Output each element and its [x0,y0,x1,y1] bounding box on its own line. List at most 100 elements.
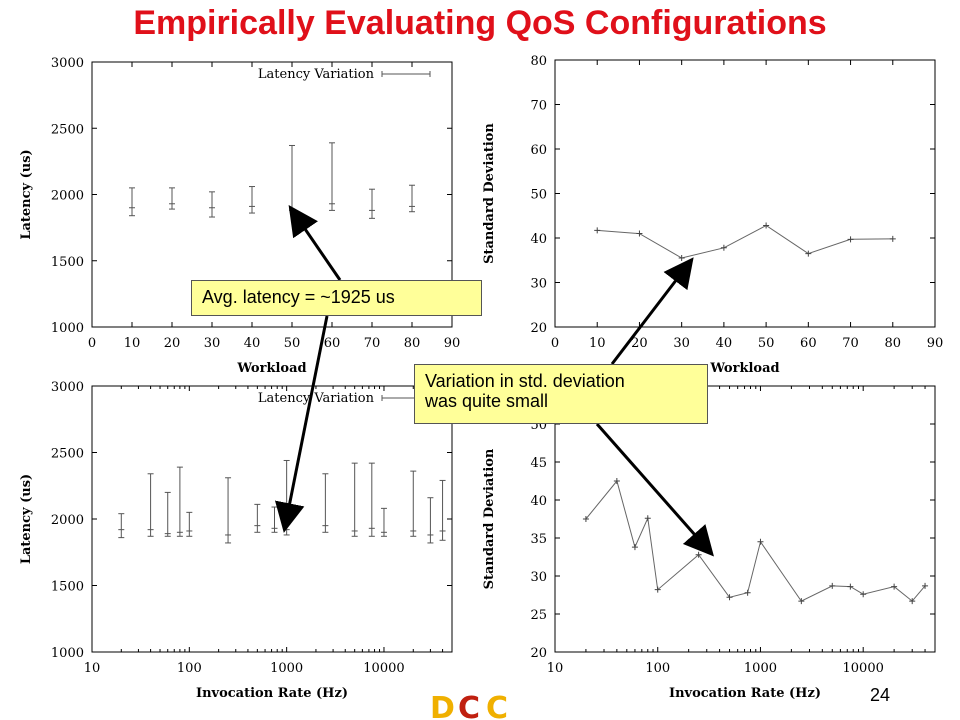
x-tick-label: 70 [364,336,381,351]
y-tick-label: 25 [530,608,547,623]
svg-text:C: C [458,691,480,720]
x-tick-label: 10000 [363,661,404,676]
y-axis-label: Latency (us) [19,149,34,239]
y-tick-label: 1500 [51,580,84,595]
x-tick-label: 100 [645,661,670,676]
x-tick-label: 90 [444,336,461,351]
stddev-callout-line-2: was quite small [425,391,549,411]
x-tick-label: 1000 [270,661,303,676]
callout-arrow [288,205,342,281]
data-point [720,244,727,251]
x-tick-label: 1000 [744,661,777,676]
x-tick-label: 80 [404,336,421,351]
y-tick-label: 50 [530,188,547,203]
x-tick-label: 10 [547,661,564,676]
data-point [744,589,751,596]
x-tick-label: 40 [716,336,733,351]
data-point [654,586,661,593]
x-axis-label: Invocation Rate (Hz) [669,686,821,701]
y-tick-label: 20 [530,321,547,336]
x-tick-label: 10 [589,336,606,351]
x-tick-label: 10 [84,661,101,676]
y-tick-label: 45 [530,456,547,471]
series-line [597,224,893,259]
data-point [757,538,764,545]
y-tick-label: 1000 [51,321,84,336]
avg-latency-callout: Avg. latency = ~1925 us [191,280,482,316]
x-tick-label: 10000 [843,661,884,676]
data-point [798,598,805,605]
y-tick-label: 70 [530,99,547,114]
y-tick-label: 80 [530,54,547,69]
data-point [860,591,867,598]
y-tick-label: 60 [530,143,547,158]
data-point [636,230,643,237]
legend-label: Latency Variation [258,391,375,406]
x-tick-label: 40 [244,336,261,351]
data-point [889,235,896,242]
x-tick-label: 50 [758,336,775,351]
data-point [805,250,812,257]
callout-arrow [610,257,694,365]
callout-arrows [274,205,714,557]
y-tick-label: 3000 [51,380,84,395]
y-tick-label: 30 [530,277,547,292]
chart-1: 1000 1500 2000 2500 3000 0 10 20 30 40 50 60 70 80 90 W… [19,56,460,376]
avg-latency-callout-text: Avg. latency = ~1925 us [202,287,395,307]
legend-label: Latency Variation [258,67,375,82]
data-point [922,582,929,589]
chart-2: 20 30 40 50 60 70 80 0 10 20 30 40 50 60 70 80 90 Workloa… [482,54,943,376]
data-point [891,583,898,590]
y-tick-label: 40 [530,232,547,247]
callout-arrow [595,423,714,557]
y-tick-label: 1000 [51,646,84,661]
plot-frame [554,385,936,653]
svg-text:C: C [486,691,508,720]
stddev-variation-callout: Variation in std. deviation was quite sm… [414,364,708,424]
y-tick-label: 1500 [51,255,84,270]
y-tick-label: 40 [530,494,547,509]
y-tick-label: 2500 [51,447,84,462]
data-point [847,236,854,243]
svg-text:D: D [430,691,455,720]
doc-logo: D C C [430,691,508,720]
y-tick-label: 35 [530,532,547,547]
x-tick-label: 70 [842,336,859,351]
x-axis-label: Invocation Rate (Hz) [196,686,348,701]
callout-arrow [274,315,329,533]
data-point [582,516,589,522]
data-point [909,598,916,605]
page-number: 24 [869,685,890,705]
y-tick-label: 30 [530,570,547,585]
stddev-callout-line-1: Variation in std. deviation [425,371,625,391]
chart-4: 202530354045505510100100010000Invocation… [482,380,936,701]
x-tick-label: 30 [204,336,221,351]
y-tick-label: 2500 [51,122,84,137]
data-point [829,582,836,589]
x-tick-label: 60 [324,336,341,351]
x-tick-label: 60 [800,336,817,351]
x-tick-label: 80 [885,336,902,351]
y-tick-label: 2000 [51,513,84,528]
plot-frame [91,385,453,653]
y-tick-label: 2000 [51,189,84,204]
slide-title: Empirically Evaluating QoS Configuration… [133,4,827,42]
data-point [631,544,638,551]
data-point [726,594,733,601]
data-point [613,478,620,484]
y-axis-label: Standard Deviation [482,448,497,589]
x-tick-label: 20 [164,336,181,351]
x-tick-label: 0 [551,336,559,351]
x-tick-label: 90 [927,336,944,351]
x-tick-label: 10 [124,336,141,351]
y-axis-label: Latency (us) [19,474,34,564]
data-point [594,227,601,234]
x-axis-label: Workload [709,361,779,376]
y-axis-label: Standard Deviation [482,123,497,264]
y-tick-label: 20 [530,646,547,661]
x-tick-label: 0 [88,336,96,351]
x-tick-label: 30 [673,336,690,351]
y-tick-label: 3000 [51,56,84,71]
chart-3: 1000 1500 2000 2500 3000 10 100 1000 10000 Invoca… [19,380,453,701]
